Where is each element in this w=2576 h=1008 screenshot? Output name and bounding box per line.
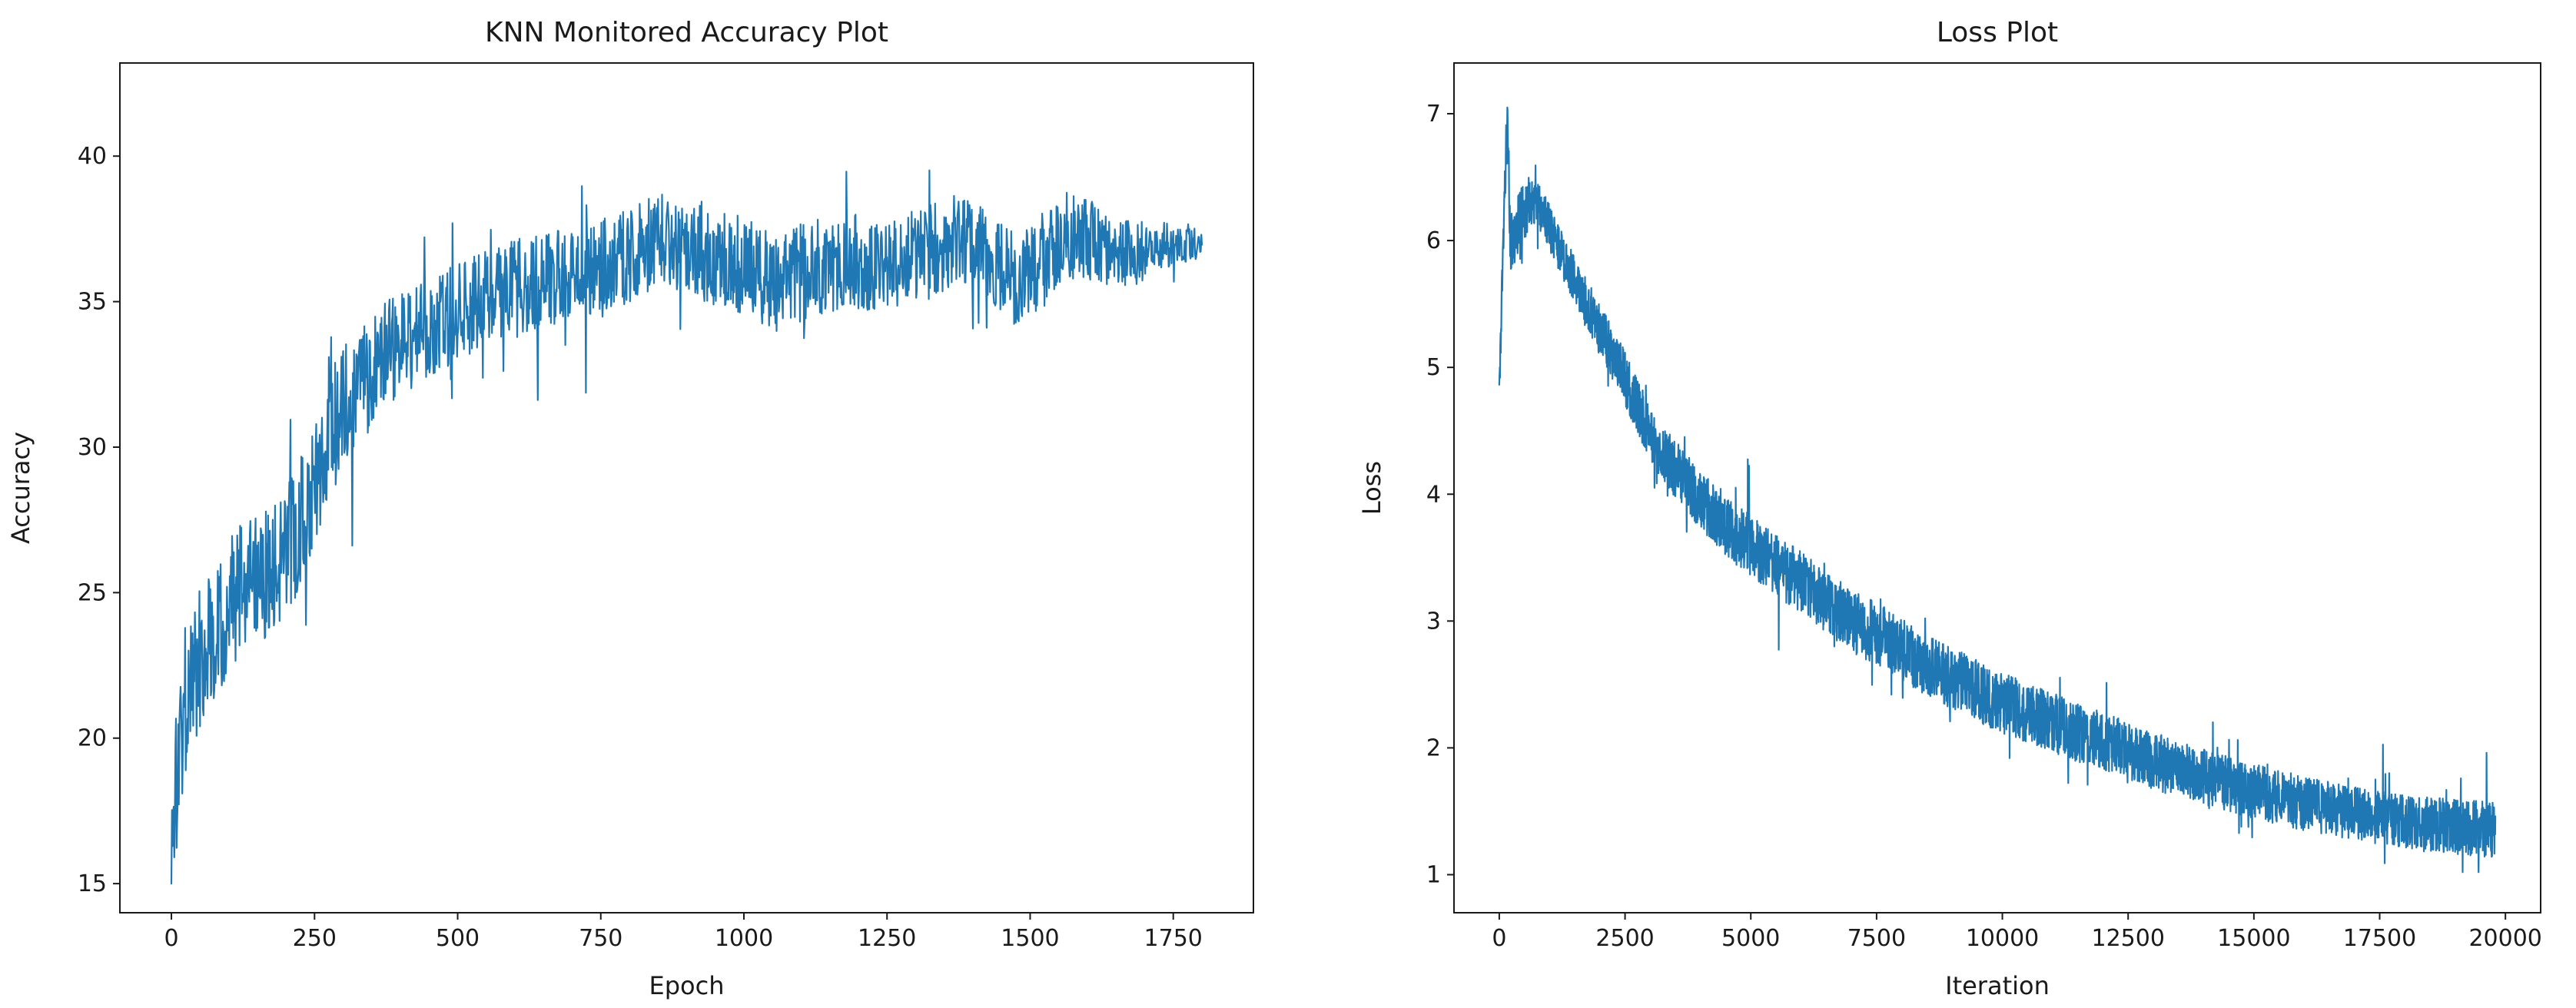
x-tick-label: 1000 [715, 925, 773, 952]
data-line [1498, 106, 2497, 874]
chart-title: KNN Monitored Accuracy Plot [485, 17, 888, 48]
x-tick-label: 2500 [1595, 925, 1654, 952]
x-tick-label: 12500 [2091, 925, 2164, 952]
x-axis-label: Epoch [649, 971, 725, 1000]
y-tick-label: 5 [1426, 354, 1441, 381]
loss-chart: Loss Plot 0 2500 5000 7500 10000 12500 15000 175… [1288, 0, 2576, 1008]
x-tick-label: 1750 [1144, 925, 1203, 952]
y-tick-label: 15 [78, 870, 107, 897]
x-tick-label: 1250 [858, 925, 916, 952]
x-tick-label: 10000 [1966, 925, 2039, 952]
y-tick-label: 40 [78, 143, 107, 170]
x-tick-label: 15000 [2217, 925, 2290, 952]
y-axis-label: Loss [1357, 461, 1386, 515]
x-tick-label: 17500 [2343, 925, 2416, 952]
x-tick-label: 1500 [1001, 925, 1059, 952]
y-axis-label: Accuracy [6, 432, 35, 544]
y-tick-label: 30 [78, 434, 107, 461]
plot-frame [1453, 62, 2541, 914]
y-tick-label: 20 [78, 725, 107, 752]
y-tick-label: 2 [1426, 734, 1441, 761]
plot-frame [119, 62, 1254, 914]
x-tick-label: 0 [164, 925, 178, 952]
chart-canvas: KNN Monitored Accuracy Plot 0 250 500 750 100… [6, 17, 1254, 1000]
y-tick-label: 7 [1426, 101, 1441, 128]
x-tick-label: 250 [293, 925, 337, 952]
x-tick-label: 5000 [1721, 925, 1780, 952]
accuracy-chart: KNN Monitored Accuracy Plot 0 250 500 750 100… [6, 17, 1254, 1000]
data-line [170, 169, 1203, 885]
chart-title: Loss Plot [1937, 17, 2058, 48]
y-tick-label: 1 [1426, 861, 1441, 888]
y-tick-label: 4 [1426, 481, 1441, 508]
x-tick-label: 0 [1492, 925, 1506, 952]
x-axis-label: Iteration [1945, 971, 2050, 1000]
x-tick-label: 750 [579, 925, 622, 952]
y-tick-label: 3 [1426, 608, 1441, 635]
y-tick-label: 6 [1426, 227, 1441, 254]
y-tick-label: 35 [78, 289, 107, 316]
x-tick-label: 500 [436, 925, 480, 952]
x-tick-label: 20000 [2468, 925, 2541, 952]
y-tick-label: 25 [78, 579, 107, 606]
x-tick-label: 7500 [1847, 925, 1906, 952]
